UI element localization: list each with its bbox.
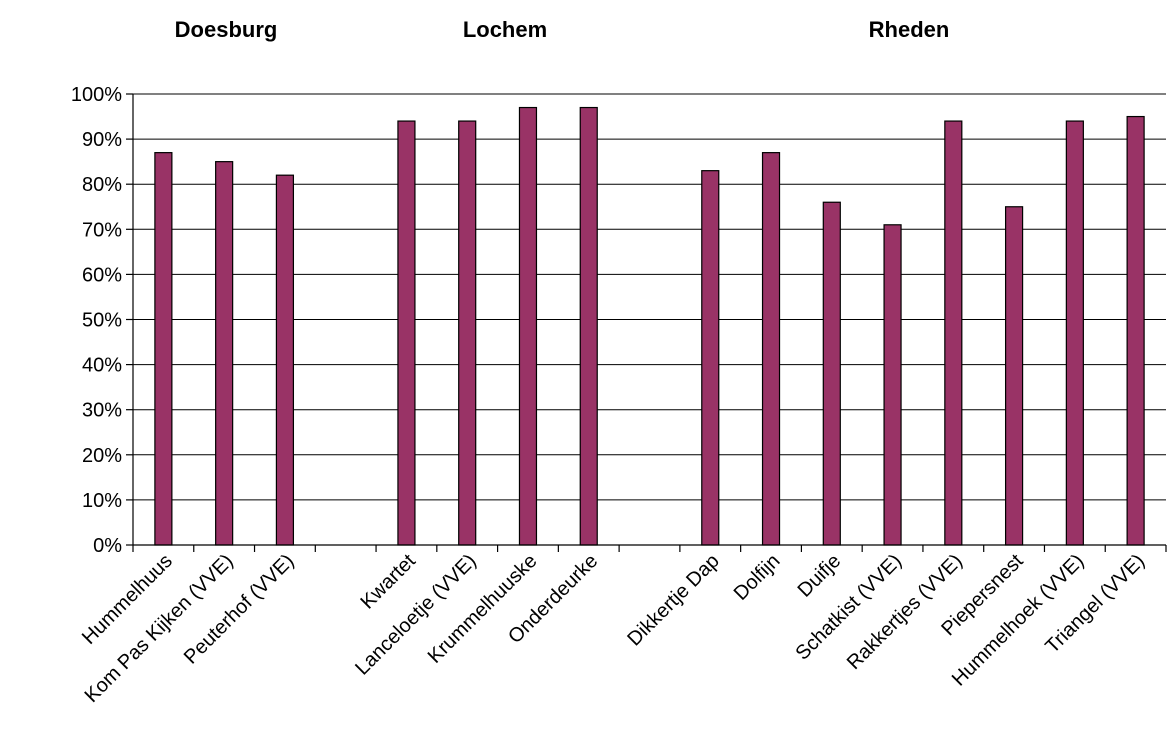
- bar: [1065, 120, 1084, 546]
- bar: [822, 201, 841, 546]
- y-tick-label: 100%: [71, 84, 122, 106]
- y-axis: 0% 10% 20% 30% 40% 50% 60% 70% 80% 90% 100%: [71, 84, 134, 557]
- bars: [154, 106, 1145, 546]
- y-tick-label: 40%: [82, 355, 122, 377]
- bar: [579, 106, 598, 546]
- x-tick-label: Peuterhof (VVE): [180, 550, 299, 669]
- x-tick-label: Krummelhuuske: [424, 550, 542, 668]
- bar: [215, 161, 234, 546]
- y-tick-label: 0%: [93, 535, 122, 557]
- x-tick-label: Duifje: [794, 550, 846, 602]
- bar: [1004, 206, 1024, 546]
- y-tick-label: 20%: [82, 445, 122, 467]
- y-tick-label: 50%: [82, 310, 122, 332]
- group-title-lochem: Lochem: [463, 17, 547, 42]
- bar: [1126, 115, 1145, 546]
- group-titles: Doesburg Lochem Rheden: [175, 17, 950, 42]
- group-title-doesburg: Doesburg: [175, 17, 278, 42]
- y-tick-label: 60%: [82, 264, 122, 286]
- bar: [397, 120, 416, 546]
- group-title-rheden: Rheden: [869, 17, 950, 42]
- bar: [701, 170, 720, 546]
- y-tick-label: 80%: [82, 174, 122, 196]
- y-tick-label: 90%: [82, 129, 122, 151]
- bar: [458, 120, 477, 546]
- bar: [944, 120, 963, 546]
- x-tick-label: Dolfijn: [730, 550, 785, 605]
- x-tick-label: Rakkertjes (VVE): [843, 550, 967, 674]
- bar: [883, 224, 902, 546]
- y-tick-label: 70%: [82, 219, 122, 241]
- x-tick-label: Schatkist (VVE): [792, 550, 907, 665]
- bar: [275, 174, 295, 546]
- gridlines: [133, 93, 1166, 501]
- bar: [761, 152, 781, 546]
- bar: [518, 106, 538, 546]
- y-tick-label: 30%: [82, 400, 122, 422]
- bar: [154, 152, 173, 546]
- x-tick-label: Dikkertje Dap: [623, 550, 723, 650]
- y-tick-label: 10%: [82, 490, 122, 512]
